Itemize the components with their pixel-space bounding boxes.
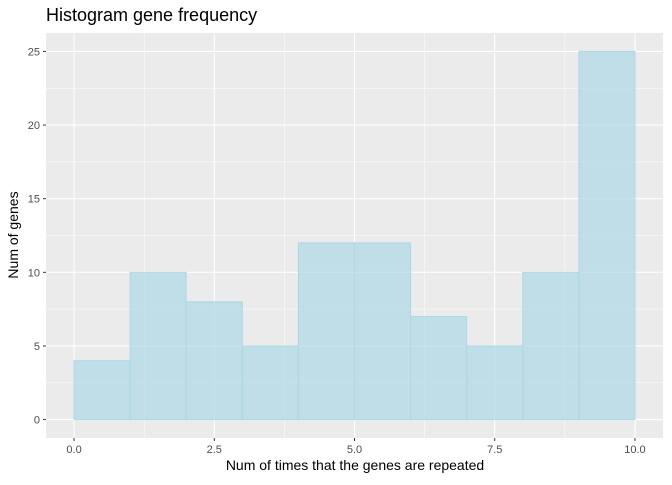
y-axis-title: Num of genes (5, 191, 21, 278)
histogram-bar (522, 271, 580, 421)
y-tick-label: 15 (28, 194, 40, 206)
y-tick-label: 25 (28, 46, 40, 58)
histogram-bars (73, 50, 636, 421)
histogram-bar (466, 345, 524, 421)
histogram-bar (129, 271, 187, 421)
y-tick-label: 0 (34, 415, 40, 427)
histogram-bar (185, 301, 243, 421)
y-tick-label: 20 (28, 120, 40, 132)
histogram-bar (241, 345, 299, 421)
y-tick-label: 5 (34, 341, 40, 353)
x-tick-label: 0.0 (66, 444, 81, 456)
histogram-bar (578, 50, 636, 421)
y-tick-label: 10 (28, 267, 40, 279)
x-tick-label: 2.5 (207, 444, 222, 456)
histogram-bar (354, 242, 412, 421)
x-tick-label: 5.0 (347, 444, 362, 456)
histogram-bar (73, 360, 131, 421)
chart-title: Histogram gene frequency (46, 5, 257, 25)
x-axis-title: Num of times that the genes are repeated (226, 457, 484, 473)
histogram-bar (297, 242, 355, 421)
x-tick-label: 10.0 (624, 444, 645, 456)
histogram-bar (410, 316, 468, 421)
x-tick-label: 7.5 (487, 444, 502, 456)
x-axis: 0.0 2.5 5.0 7.5 10.0 (66, 438, 646, 456)
y-axis: 0 5 10 15 20 25 (28, 46, 46, 427)
